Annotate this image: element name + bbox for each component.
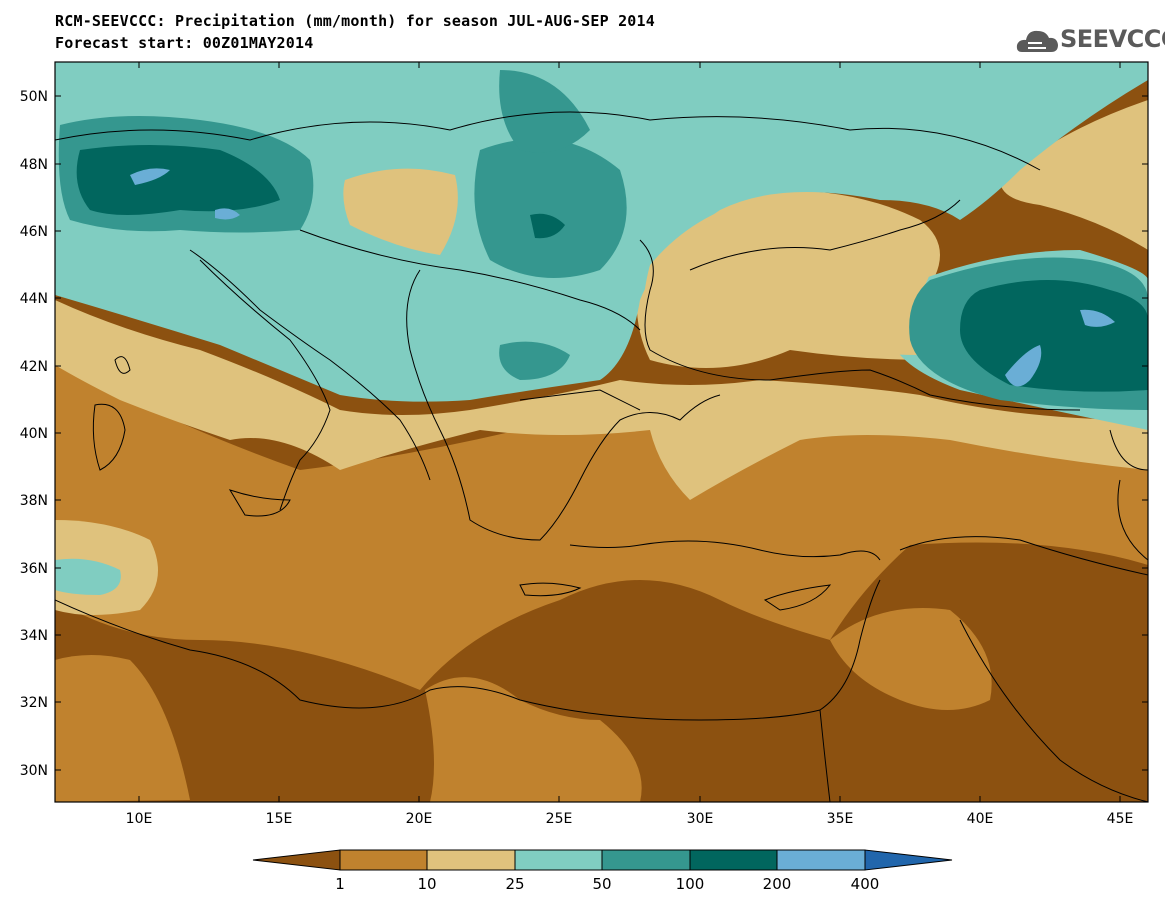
lat-tick-label: 30N [20,763,48,779]
lat-tick-label: 32N [20,695,48,711]
lat-tick-label: 40N [20,426,48,442]
precipitation-field [55,62,1148,802]
colorbar-label: 200 [763,875,792,893]
colorbar-segment [776,849,866,871]
longitude-axis: 10E 15E 20E 25E 30E 35E 40E 45E [126,811,1134,827]
colorbar-label: 400 [851,875,880,893]
forecast-start-label: Forecast start: 00Z01MAY2014 [55,34,314,52]
seevccc-logo: SEEVCCC [1060,25,1165,53]
colorbar-label: 1 [335,875,345,893]
lat-tick-label: 50N [20,89,48,105]
colorbar-label: 25 [505,875,524,893]
colorbar-segment-over [864,849,953,871]
lon-tick-label: 45E [1107,811,1134,827]
colorbar-segment [339,849,428,871]
lat-tick-label: 34N [20,628,48,644]
lat-tick-label: 42N [20,359,48,375]
latitude-axis: 50N 48N 46N 44N 42N 40N 38N 36N 34N 32N … [20,89,48,779]
lat-tick-label: 46N [20,224,48,240]
lon-tick-label: 40E [967,811,994,827]
lon-tick-label: 25E [546,811,573,827]
colorbar: 1 10 25 50 100 200 400 [252,849,953,893]
colorbar-segment [426,849,516,871]
cloud-icon [1016,30,1058,52]
coastlines [55,111,1148,802]
colorbar-label: 50 [592,875,611,893]
lat-tick-label: 38N [20,493,48,509]
lat-tick-label: 48N [20,157,48,173]
colorbar-segment [689,849,778,871]
lon-tick-label: 15E [266,811,293,827]
tick-marks [55,62,1148,802]
lon-tick-label: 10E [126,811,153,827]
lat-tick-label: 36N [20,561,48,577]
colorbar-segment [514,849,603,871]
map-frame [54,61,1149,803]
colorbar-label: 10 [417,875,436,893]
map-title: RCM-SEEVCCC: Precipitation (mm/month) fo… [55,12,655,30]
lat-tick-label: 44N [20,291,48,307]
colorbar-segment [601,849,691,871]
colorbar-segment-under [252,849,341,871]
lon-tick-label: 35E [827,811,854,827]
lon-tick-label: 20E [406,811,433,827]
colorbar-label: 100 [676,875,705,893]
lon-tick-label: 30E [687,811,714,827]
